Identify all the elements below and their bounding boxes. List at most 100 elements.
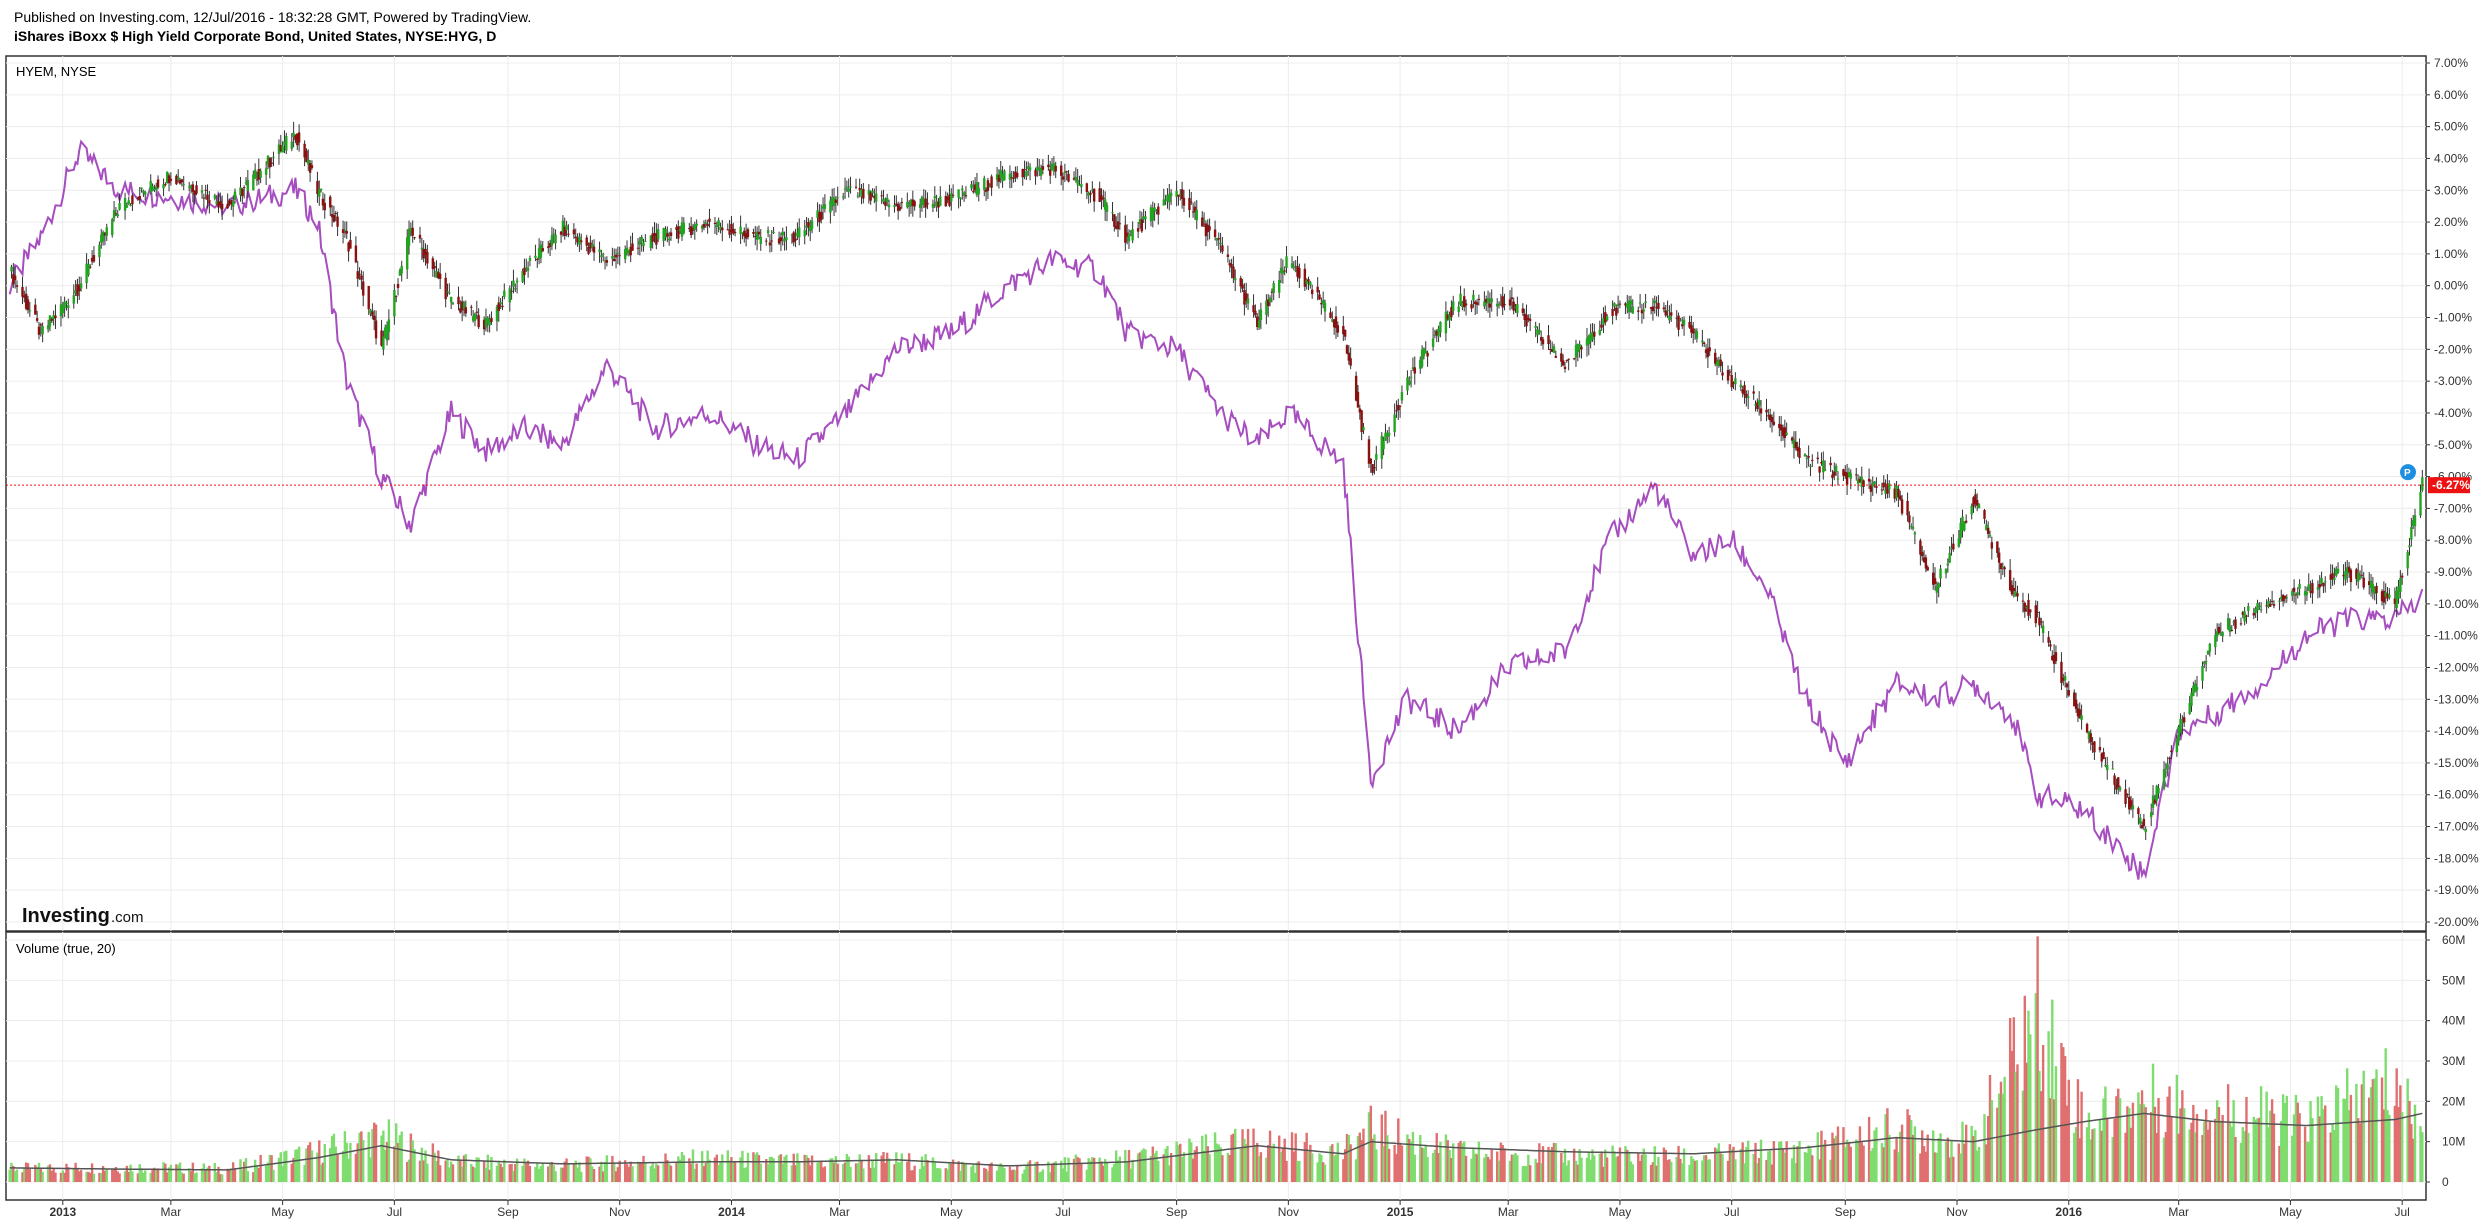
- volume-bar: [1924, 1151, 1928, 1182]
- volume-bar: [2342, 1098, 2345, 1182]
- candle-body: [1272, 283, 1275, 294]
- volume-bar: [123, 1171, 127, 1182]
- candle-body: [717, 220, 720, 227]
- candle-body: [973, 184, 977, 191]
- volume-bar: [1662, 1147, 1666, 1182]
- candle-body: [1254, 310, 1257, 316]
- volume-bar: [1281, 1147, 1285, 1182]
- candle-body: [1100, 195, 1103, 201]
- volume-bar: [1008, 1166, 1012, 1182]
- candle-body: [1666, 310, 1669, 312]
- volume-bar: [2265, 1091, 2268, 1182]
- volume-bar: [1768, 1150, 1772, 1182]
- candle-body: [860, 189, 863, 197]
- candle-body: [385, 325, 389, 341]
- candle-body: [1693, 329, 1697, 331]
- volume-bar: [420, 1147, 424, 1182]
- volume-bar: [2258, 1117, 2261, 1182]
- volume-bar: [951, 1159, 955, 1182]
- candle-body: [1985, 524, 1988, 531]
- candle-body: [2140, 825, 2144, 829]
- volume-bar: [536, 1162, 539, 1182]
- volume-bar: [1514, 1152, 1517, 1182]
- candle-body: [2347, 566, 2351, 573]
- candle-body: [1127, 233, 1131, 242]
- candle-body: [1534, 325, 1537, 328]
- volume-bar: [277, 1157, 281, 1182]
- candle-body: [1708, 347, 1711, 352]
- price-tick-label: -5.00%: [2434, 438, 2472, 452]
- candle-body: [283, 141, 286, 146]
- candle-body: [580, 240, 583, 243]
- candle-body: [869, 192, 872, 201]
- candle-body: [1221, 245, 1224, 252]
- volume-bar: [259, 1154, 262, 1182]
- volume-bar: [798, 1160, 801, 1182]
- volume-bar: [2369, 1087, 2373, 1182]
- candle-body: [922, 199, 926, 205]
- volume-bar: [717, 1164, 720, 1182]
- candle-body: [1970, 505, 1973, 515]
- volume-bar: [449, 1161, 453, 1182]
- volume-bar: [2281, 1094, 2285, 1182]
- candle-body: [2010, 585, 2014, 595]
- volume-bar: [1483, 1157, 1486, 1182]
- volume-bar: [534, 1167, 537, 1182]
- candle-body: [215, 201, 218, 205]
- candle-body: [1884, 489, 1887, 494]
- candle-body: [1726, 369, 1730, 381]
- volume-bar: [885, 1152, 889, 1182]
- volume-bar: [1666, 1159, 1669, 1182]
- candle-body: [1499, 302, 1503, 304]
- candle-body: [1409, 377, 1413, 379]
- candle-body: [140, 187, 143, 189]
- volume-bar: [426, 1163, 429, 1182]
- candle-body: [623, 249, 627, 260]
- volume-bar: [343, 1131, 347, 1182]
- candle-body: [219, 201, 222, 206]
- volume-bar: [1157, 1160, 1160, 1182]
- candle-body: [422, 248, 425, 259]
- candle-body: [1331, 319, 1334, 322]
- candle-body: [1589, 333, 1592, 342]
- candle-body: [578, 236, 581, 245]
- volume-bar: [2357, 1118, 2360, 1182]
- candle-body: [52, 315, 55, 320]
- volume-bar: [448, 1167, 451, 1182]
- compare-series: [8, 139, 2424, 880]
- candle-body: [2003, 567, 2006, 570]
- candle-body: [1320, 302, 1323, 305]
- volume-bar: [541, 1162, 544, 1182]
- candle-body: [536, 258, 539, 260]
- candle-body: [358, 273, 361, 275]
- volume-bar: [1318, 1153, 1321, 1182]
- volume-bar: [715, 1154, 718, 1182]
- candle-body: [1999, 563, 2003, 570]
- volume-bar: [482, 1161, 486, 1182]
- volume-bar: [1743, 1163, 1746, 1182]
- candle-body: [739, 226, 742, 235]
- candle-body: [951, 194, 955, 196]
- volume-bar: [1807, 1145, 1810, 1182]
- candle-body: [1745, 393, 1748, 399]
- candle-body: [656, 229, 660, 240]
- flag-icon[interactable]: [2400, 464, 2416, 481]
- candle-body: [2029, 609, 2032, 613]
- volume-bar: [664, 1153, 667, 1182]
- candle-body: [2322, 582, 2325, 587]
- candle-body: [195, 185, 198, 194]
- candle-body: [2245, 615, 2248, 617]
- volume-bar: [164, 1163, 167, 1182]
- volume-bar: [1728, 1144, 1732, 1182]
- volume-bar: [1204, 1134, 1208, 1182]
- volume-bar: [142, 1172, 145, 1182]
- candle-body: [1349, 358, 1352, 366]
- candle-body: [2375, 585, 2378, 594]
- volume-bar: [356, 1143, 359, 1182]
- candle-body: [999, 170, 1002, 179]
- candle-body: [418, 234, 422, 239]
- candle-body: [1256, 316, 1259, 328]
- candle-body: [1488, 303, 1492, 308]
- volume-bar: [385, 1142, 389, 1182]
